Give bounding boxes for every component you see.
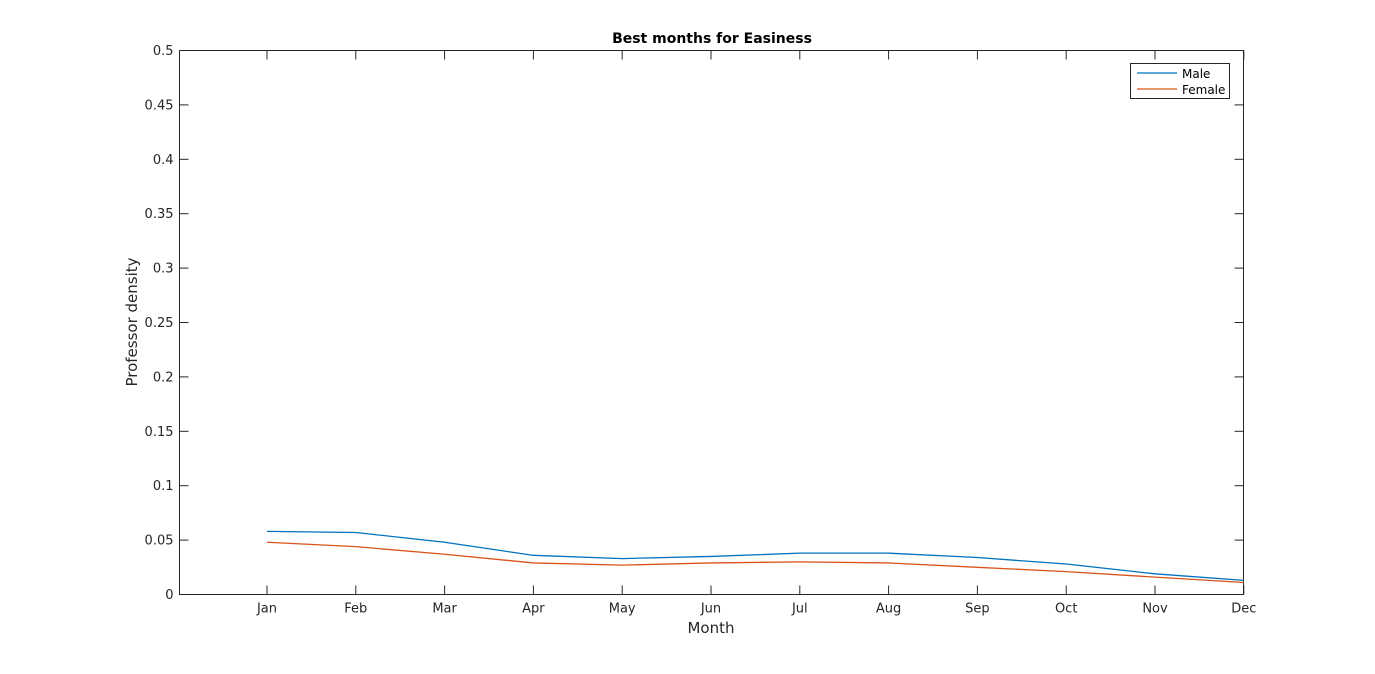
x-tick-label: Aug [876, 602, 901, 617]
series-group [267, 531, 1244, 582]
y-tick-label: 0.35 [145, 207, 174, 222]
chart-title: Best months for Easiness [612, 31, 812, 47]
y-tick-label: 0.45 [145, 98, 174, 113]
x-tick-label: Jan [256, 602, 277, 617]
plot-area-frame [180, 51, 1244, 595]
x-tick-label: Oct [1055, 602, 1077, 617]
x-tick-label: Feb [344, 602, 367, 617]
x-axis: Jan Feb Mar Apr May Jun Jul Aug Sep Oct Nov Dec [256, 51, 1256, 617]
x-tick-label: Sep [965, 602, 990, 617]
legend-label-male: Male [1182, 67, 1210, 81]
x-tick-label: Apr [522, 602, 545, 617]
y-tick-label: 0.05 [145, 534, 174, 549]
x-tick-label: Jun [700, 602, 721, 617]
y-tick-label: 0.15 [145, 425, 174, 440]
x-tick-label: Dec [1231, 602, 1256, 617]
x-tick-label: Nov [1142, 602, 1168, 617]
legend-label-female: Female [1182, 83, 1225, 97]
y-tick-label: 0.5 [153, 44, 174, 59]
y-tick-label: 0.25 [145, 316, 174, 331]
y-tick-label: 0 [165, 588, 173, 603]
y-tick-label: 0.1 [153, 479, 174, 494]
legend: Male Female [1131, 64, 1230, 99]
y-tick-label: 0.2 [153, 370, 174, 385]
x-tick-label: May [609, 602, 636, 617]
y-tick-label: 0.4 [153, 153, 174, 168]
x-tick-label: Jul [791, 602, 808, 617]
series-line-female [267, 542, 1244, 582]
y-axis-label: Professor density [123, 257, 141, 386]
x-axis-label: Month [687, 619, 734, 637]
x-tick-label: Mar [432, 602, 457, 617]
y-axis: 0 0.05 0.1 0.15 0.2 0.25 0.3 0.35 0.4 0.45 0.5 [145, 44, 1244, 603]
y-tick-label: 0.3 [153, 262, 174, 277]
